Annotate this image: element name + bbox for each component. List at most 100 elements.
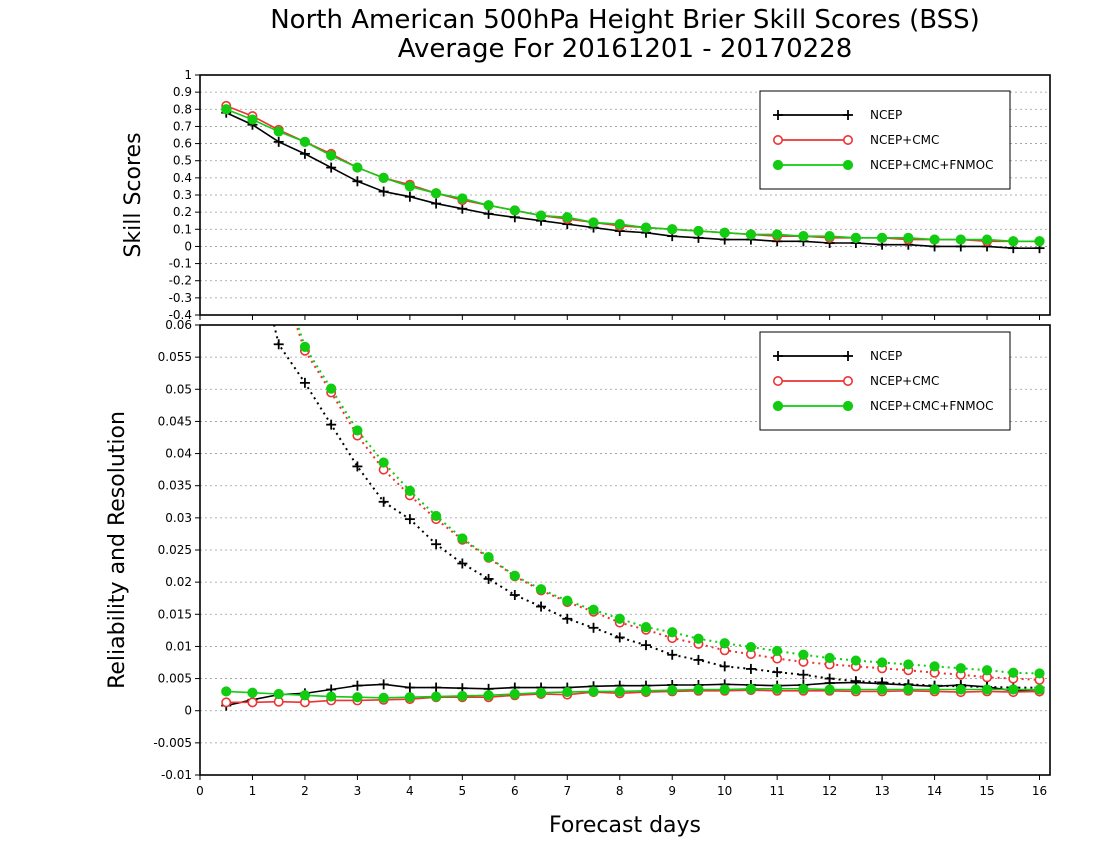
bottom-y-tick-label: 0.03	[165, 511, 192, 525]
bottom-ncep-cmc-fnmoc-reliability-point	[614, 686, 625, 697]
top-legend-entry-ncep-cmc-label: NCEP+CMC	[870, 133, 939, 147]
bottom-y-tick-label: 0.055	[158, 350, 192, 364]
top-ncep-cmc-fnmoc-point	[903, 232, 914, 243]
bottom-ncep-cmc-fnmoc-resolution-point	[719, 638, 730, 649]
bottom-ncep-cmc-fnmoc-resolution-point	[667, 627, 678, 638]
bottom-ncep-cmc-fnmoc-reliability-point	[772, 683, 783, 694]
bottom-ncep-cmc-fnmoc-reliability-point	[1034, 684, 1045, 695]
bottom-y-tick-label: -0.005	[153, 736, 192, 750]
top-ncep-cmc-fnmoc-point	[824, 231, 835, 242]
bottom-ncep-cmc-fnmoc-reliability-point	[719, 684, 730, 695]
bottom-ncep-cmc-fnmoc-reliability-point	[903, 684, 914, 695]
top-legend-entry-ncep-cmc-fnmoc-marker-end	[842, 159, 854, 171]
x-axis-label: Forecast days	[549, 813, 701, 838]
bottom-ncep-cmc-fnmoc-resolution-point	[693, 633, 704, 644]
bottom-x-tick-label: 15	[979, 784, 994, 798]
bottom-ncep-cmc-fnmoc-resolution-point	[222, 63, 231, 72]
bottom-ncep-cmc-fnmoc-reliability-point	[273, 688, 284, 700]
bottom-x-tick-label: 6	[511, 784, 519, 798]
bottom-x-tick-label: 7	[563, 784, 571, 798]
top-ncep-cmc-fnmoc-point	[352, 162, 363, 173]
top-ncep-cmc-fnmoc-point	[404, 181, 415, 192]
bottom-ncep-cmc-fnmoc-reliability-point	[850, 684, 861, 695]
bottom-series-group	[221, 63, 1045, 711]
bottom-ncep-cmc-fnmoc-reliability-point	[693, 684, 704, 695]
top-y-tick-label: 1	[184, 68, 192, 82]
bottom-y-tick-label: 0.045	[158, 414, 192, 428]
bottom-ncep-cmc-fnmoc-reliability-point	[745, 683, 757, 694]
bottom-ncep-cmc-fnmoc-resolution-point	[850, 655, 861, 666]
top-y-tick-label: -0.4	[169, 308, 192, 322]
top-ncep-cmc-fnmoc-point	[1008, 236, 1019, 247]
bottom-ncep-cmc-fnmoc-resolution-point	[352, 425, 363, 436]
top-y-tick-label: 0.8	[173, 102, 192, 116]
bottom-x-tick-label: 11	[770, 784, 785, 798]
bottom-ncep-cmc-reliability-point	[247, 697, 258, 708]
bottom-y-tick-label: 0.025	[158, 543, 192, 557]
bottom-ncep-cmc-fnmoc-reliability-point	[1008, 684, 1019, 695]
top-ncep-cmc-fnmoc-point	[378, 172, 389, 183]
top-ncep-cmc-fnmoc-point	[326, 150, 337, 161]
bottom-ncep-cmc-fnmoc-resolution-point	[929, 661, 940, 672]
bottom-ncep-cmc-fnmoc-reliability-point	[640, 685, 652, 696]
bottom-ncep-cmc-fnmoc-resolution-point	[798, 649, 809, 660]
bottom-x-tick-label: 0	[196, 784, 204, 798]
bottom-ncep-cmc-fnmoc-reliability-point	[667, 685, 678, 696]
top-ncep-cmc-fnmoc-point	[562, 212, 573, 223]
bottom-ncep-cmc-fnmoc-reliability-point	[299, 690, 311, 701]
top-series-group	[221, 100, 1045, 254]
bottom-ncep-cmc-fnmoc-reliability-point	[588, 686, 599, 697]
top-ncep-cmc-fnmoc-point	[588, 217, 599, 228]
bottom-plot-frame	[199, 324, 1051, 776]
bottom-ncep-cmc-fnmoc-reliability-point	[955, 684, 966, 695]
bottom-legend-entry-ncep-cmc-fnmoc-label: NCEP+CMC+FNMOC	[870, 399, 993, 413]
top-ncep-cmc-fnmoc-point	[535, 210, 547, 221]
bottom-ncep-cmc-fnmoc-resolution-point	[378, 457, 389, 468]
top-y-tick-label: 0.9	[173, 85, 192, 99]
bottom-y-tick-label: 0.005	[158, 672, 192, 686]
bottom-ncep-reliability-line	[226, 681, 1040, 707]
bottom-x-tick-label: 16	[1032, 784, 1047, 798]
bottom-legend-entry-ncep-cmc-marker-start	[772, 375, 783, 386]
bottom-ncep-cmc-fnmoc-resolution-point	[562, 595, 573, 606]
bottom-ncep-cmc-fnmoc-resolution-point	[483, 551, 494, 563]
bottom-x-tick-label: 2	[301, 784, 309, 798]
bottom-x-tick-label: 14	[927, 784, 942, 798]
bottom-ncep-cmc-fnmoc-reliability-point	[404, 692, 415, 703]
bottom-legend: NCEP NCEP+CMC NCEP+CMC+FNMOC	[759, 331, 1011, 431]
top-ncep-cmc-fnmoc-point	[273, 126, 284, 137]
bottom-x-tick-label: 13	[874, 784, 889, 798]
bottom-x-tick-label: 4	[406, 784, 414, 798]
bottom-x-tick-label: 10	[717, 784, 732, 798]
bottom-legend-entry-ncep-cmc-marker-end	[842, 375, 853, 386]
bottom-y-tick-label: 0	[184, 704, 192, 718]
top-ncep-cmc-fnmoc-point	[221, 104, 232, 115]
top-ncep-cmc-fnmoc-point	[719, 227, 730, 238]
top-plot-frame	[199, 74, 1051, 316]
bottom-ncep-cmc-fnmoc-reliability-point	[247, 687, 258, 698]
bottom-legend-entry-ncep-cmc-label: NCEP+CMC	[870, 374, 939, 388]
top-y-tick-label: -0.1	[169, 257, 192, 271]
top-y-tick-label: 0.5	[173, 154, 192, 168]
bottom-ncep-cmc-fnmoc-reliability-point	[378, 692, 389, 703]
top-ncep-cmc-fnmoc-point	[457, 193, 468, 204]
top-legend-entry-ncep-label: NCEP	[870, 108, 902, 122]
bottom-ncep-cmc-fnmoc-resolution-point	[640, 622, 652, 633]
bottom-ncep-cmc-fnmoc-resolution-point	[588, 604, 599, 615]
bottom-ncep-cmc-fnmoc-resolution-point	[1034, 668, 1045, 679]
bottom-y-tick-label: 0.04	[165, 447, 192, 461]
bottom-ncep-cmc-fnmoc-resolution-point	[614, 613, 625, 624]
top-y-tick-label: 0.6	[173, 137, 192, 151]
bottom-ncep-cmc-resolution-point	[248, 160, 256, 168]
top-legend: NCEP NCEP+CMC NCEP+CMC+FNMOC	[759, 90, 1011, 190]
bottom-ncep-cmc-fnmoc-reliability-point	[929, 684, 940, 695]
bottom-ncep-cmc-resolution-point	[222, 64, 230, 72]
top-ncep-cmc-fnmoc-point	[1034, 236, 1045, 247]
bottom-y-tick-label: 0.015	[158, 607, 192, 621]
bottom-legend-entry-ncep-label: NCEP	[870, 349, 902, 363]
bottom-y-tick-label: 0.035	[158, 479, 192, 493]
bottom-ncep-cmc-fnmoc-resolution-point	[824, 652, 835, 664]
bottom-ncep-cmc-fnmoc-resolution-point	[299, 341, 311, 352]
bottom-ncep-cmc-fnmoc-resolution-point	[431, 510, 442, 522]
